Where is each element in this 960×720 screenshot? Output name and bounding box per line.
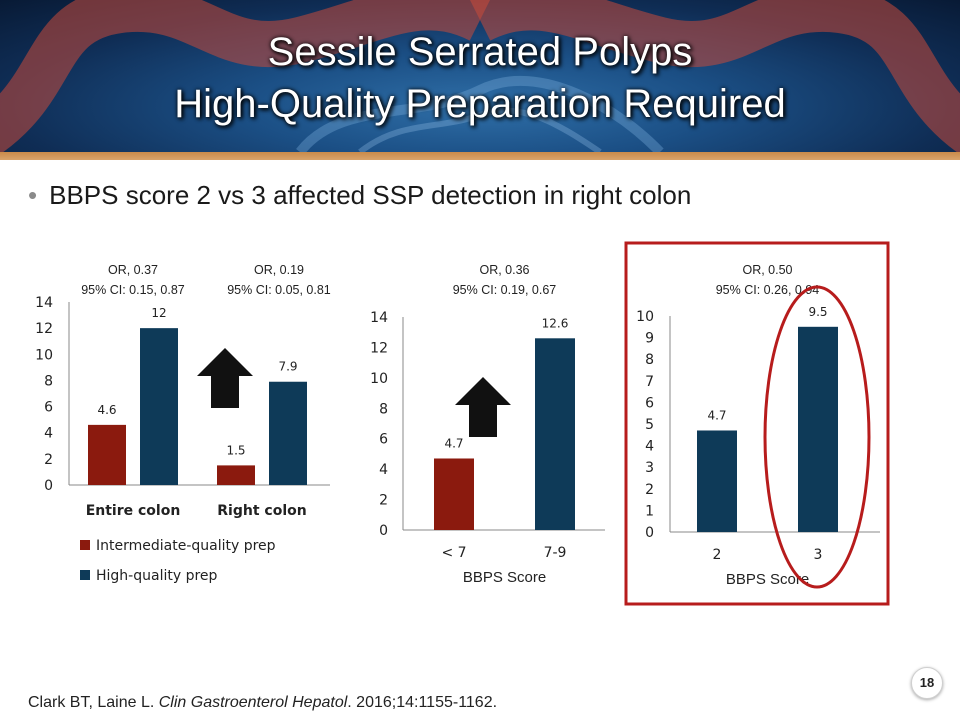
y-tick-label: 4	[645, 439, 654, 455]
colon-illustration	[0, 0, 960, 152]
y-tick-label: 2	[379, 493, 388, 509]
bar-high-1	[269, 381, 307, 485]
y-tick-label: 9	[645, 331, 654, 347]
bullet-icon: •	[28, 180, 38, 210]
title-banner: Sessile Serrated Polyps High-Quality Pre…	[0, 0, 960, 152]
bar-0	[434, 458, 474, 530]
y-tick-label: 7	[645, 374, 654, 390]
chart-decorations	[197, 241, 890, 606]
bullet-point: • BBPS score 2 vs 3 affected SSP detectio…	[28, 180, 691, 211]
y-tick-label: 12	[35, 321, 53, 337]
data-label: 4.7	[707, 408, 726, 422]
y-tick-label: 6	[379, 432, 388, 448]
legend-label: High-quality prep	[96, 568, 218, 584]
y-tick-label: 0	[645, 525, 654, 541]
x-category-label: < 7	[441, 545, 466, 561]
x-category-label: 3	[814, 547, 823, 563]
y-tick-label: 8	[44, 373, 53, 389]
y-tick-label: 4	[379, 462, 388, 478]
chart-colon-segment: 0 2 4 6 8 10 12 14 4.6 1.5 12 7.9 Entire colon Right …	[35, 263, 331, 584]
page-number: 18	[911, 667, 943, 699]
y-tick-label: 8	[645, 352, 654, 368]
y-tick-label: 10	[370, 371, 388, 387]
x-axis-title: BBPS Score	[726, 571, 809, 588]
y-tick-label: 1	[645, 503, 654, 519]
bar-1	[535, 338, 575, 530]
x-category-label: Entire colon	[86, 503, 181, 519]
y-tick-label: 10	[636, 309, 654, 325]
citation: Clark BT, Laine L. Clin Gastroenterol He…	[28, 694, 497, 712]
highlight-box	[624, 241, 890, 606]
bar-intermediate-0	[88, 424, 126, 485]
y-tick-label: 14	[35, 295, 53, 311]
bar-1	[798, 326, 838, 532]
confidence-interval-label: 95% CI: 0.15, 0.87	[81, 283, 185, 297]
slide-title-line2: High-Quality Preparation Required	[174, 82, 786, 126]
bar-0	[697, 430, 737, 532]
odds-ratio-label: OR, 0.50	[742, 263, 792, 277]
up-arrow-icon	[197, 348, 253, 408]
y-tick-label: 6	[645, 395, 654, 411]
data-label: 9.5	[808, 305, 827, 319]
y-tick-label: 5	[645, 417, 654, 433]
citation-details: . 2016;14:1155-1162.	[347, 694, 498, 711]
legend-swatch	[80, 570, 90, 580]
data-label: 4.7	[444, 436, 463, 450]
data-label: 12.6	[542, 316, 569, 330]
x-axis-title: BBPS Score	[463, 569, 546, 586]
up-arrow-icon	[455, 377, 511, 437]
y-tick-label: 2	[645, 482, 654, 498]
legend-label: Intermediate-quality prep	[96, 538, 276, 554]
x-category-label: 7-9	[544, 545, 567, 561]
odds-ratio-label: OR, 0.37	[108, 263, 158, 277]
bar-intermediate-1	[217, 465, 255, 485]
data-label: 12	[151, 306, 166, 320]
slide-title-line1: Sessile Serrated Polyps	[267, 30, 693, 74]
citation-journal: Clin Gastroenterol Hepatol	[158, 694, 348, 711]
y-tick-label: 0	[44, 478, 53, 494]
bar-high-0	[140, 328, 178, 485]
y-tick-label: 12	[370, 340, 388, 356]
y-tick-label: 0	[379, 523, 388, 539]
chart-bbps-right: 0 1 2 3 4 5 6 7 8 9 10 4.7 9.5 2 3 BBPS Score OR, 0.50 95…	[636, 263, 880, 588]
y-tick-label: 6	[44, 400, 53, 416]
y-tick-label: 10	[35, 347, 53, 363]
confidence-interval-label: 95% CI: 0.05, 0.81	[227, 283, 331, 297]
highlight-ellipse	[763, 285, 871, 589]
confidence-interval-label: 95% CI: 0.19, 0.67	[453, 283, 557, 297]
bullet-text: BBPS score 2 vs 3 affected SSP detection…	[49, 180, 692, 210]
odds-ratio-label: OR, 0.19	[254, 263, 304, 277]
banner-divider	[0, 152, 960, 160]
chart-bbps-total: 0 2 4 6 8 10 12 14 4.7 12.6 < 7 7-9 BBPS Score OR, 0.…	[370, 263, 605, 586]
y-tick-label: 4	[44, 426, 53, 442]
odds-ratio-label: OR, 0.36	[479, 263, 529, 277]
data-label: 1.5	[226, 443, 245, 457]
x-category-label: Right colon	[217, 503, 306, 519]
legend-swatch	[80, 540, 90, 550]
y-tick-label: 14	[370, 310, 388, 326]
y-tick-label: 8	[379, 401, 388, 417]
citation-authors: Clark BT, Laine L.	[28, 694, 159, 711]
confidence-interval-label: 95% CI: 0.26, 0.94	[716, 283, 820, 297]
y-tick-label: 2	[44, 452, 53, 468]
y-tick-label: 3	[645, 460, 654, 476]
data-label: 4.6	[97, 403, 116, 417]
x-category-label: 2	[713, 547, 722, 563]
data-label: 7.9	[278, 360, 297, 374]
